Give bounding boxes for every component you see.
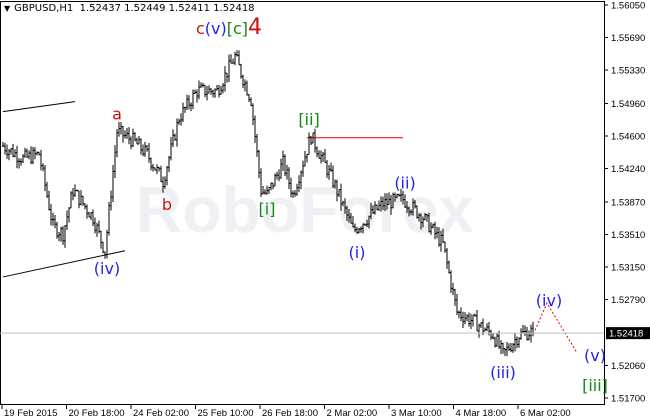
wave-label: (iv) — [536, 291, 562, 310]
wave-label: (iv) — [94, 259, 120, 278]
y-tick-label: 1.52060 — [611, 361, 645, 372]
channel-line — [2, 101, 76, 113]
ohlc-values: 1.52437 1.52449 1.52411 1.52418 — [79, 3, 255, 14]
wave-label-part: (v) — [205, 19, 227, 38]
wave-label-part: [i] — [259, 200, 276, 219]
wave-label: [i] — [259, 200, 276, 219]
y-axis: 1.56050 1.55690 1.55330 1.54960 1.54600 1.542… — [604, 1, 645, 405]
y-tick-label: 1.54600 — [611, 132, 645, 143]
wave-label: b — [162, 195, 172, 214]
wave-label-part: c — [196, 19, 205, 38]
y-tick-label: 1.54240 — [611, 164, 645, 175]
wave-label: (ii) — [394, 173, 415, 192]
wave-label: (iii) — [490, 363, 516, 382]
wave-labels: c(v)[c]4ab(iv)[ii][i](i)(ii)(iii)(iv)(v)… — [94, 15, 608, 395]
wave-label-part: [c] — [227, 19, 248, 38]
wave-label-part: (i) — [349, 243, 366, 262]
y-tick-label: 1.53150 — [611, 263, 645, 274]
y-tick-label: 1.55690 — [611, 33, 645, 44]
x-tick-label: 20 Feb 18:00 — [69, 408, 125, 419]
wave-label-part: [iii] — [582, 376, 608, 395]
chart-title: ▼ GBPUSD,H1 1.52437 1.52449 1.52411 1.524… — [4, 3, 255, 14]
plot-area-border — [0, 1, 605, 405]
x-tick-label: 25 Feb 10:00 — [198, 408, 254, 419]
wave-label-part: (v) — [584, 346, 606, 365]
wave-label-part: (iv) — [94, 259, 120, 278]
price-bars — [2, 50, 534, 357]
y-tick-label: 1.53870 — [611, 197, 645, 208]
wave-label: [ii] — [298, 110, 319, 129]
wave-label-part: 4 — [248, 15, 262, 40]
wave-label-part: (ii) — [394, 173, 415, 192]
wave-label-part: b — [162, 195, 172, 214]
wave-label: a — [112, 105, 122, 124]
x-tick-label: 6 Mar 02:00 — [520, 408, 571, 419]
y-tick-label: 1.52790 — [611, 295, 645, 306]
x-tick-label: 19 Feb 2015 — [4, 408, 57, 419]
current-price: 1.52418 — [0, 327, 650, 340]
forecast-line — [534, 302, 578, 354]
symbol: GBPUSD,H1 — [14, 3, 74, 14]
y-tick-label: 1.53510 — [611, 230, 645, 241]
wave-label: [iii] — [582, 376, 608, 395]
wave-label-part: (iv) — [536, 291, 562, 310]
y-tick-label: 1.55330 — [611, 66, 645, 77]
y-tick-label: 1.56050 — [611, 1, 645, 12]
wave-label: c(v)[c]4 — [196, 15, 262, 40]
x-axis: 19 Feb 2015 20 Feb 18:00 24 Feb 02:00 25 Fe… — [1, 405, 571, 419]
x-tick-label: 2 Mar 02:00 — [327, 408, 378, 419]
triangle-down-icon[interactable]: ▼ — [4, 4, 11, 13]
wave-label: (v) — [584, 346, 606, 365]
wave-label-part: [ii] — [298, 110, 319, 129]
x-tick-label: 26 Feb 18:00 — [262, 408, 318, 419]
y-tick-label: 1.51700 — [611, 394, 645, 405]
x-tick-label: 24 Feb 02:00 — [133, 408, 189, 419]
wave-label: (i) — [349, 243, 366, 262]
y-tick-label: 1.54960 — [611, 99, 645, 110]
wave-label-part: a — [112, 105, 122, 124]
current-price-box — [606, 327, 650, 340]
x-tick-label: 3 Mar 10:00 — [391, 408, 442, 419]
x-tick-label: 4 Mar 18:00 — [456, 408, 507, 419]
wave-label-part: (iii) — [490, 363, 516, 382]
current-price-label: 1.52418 — [609, 329, 643, 340]
